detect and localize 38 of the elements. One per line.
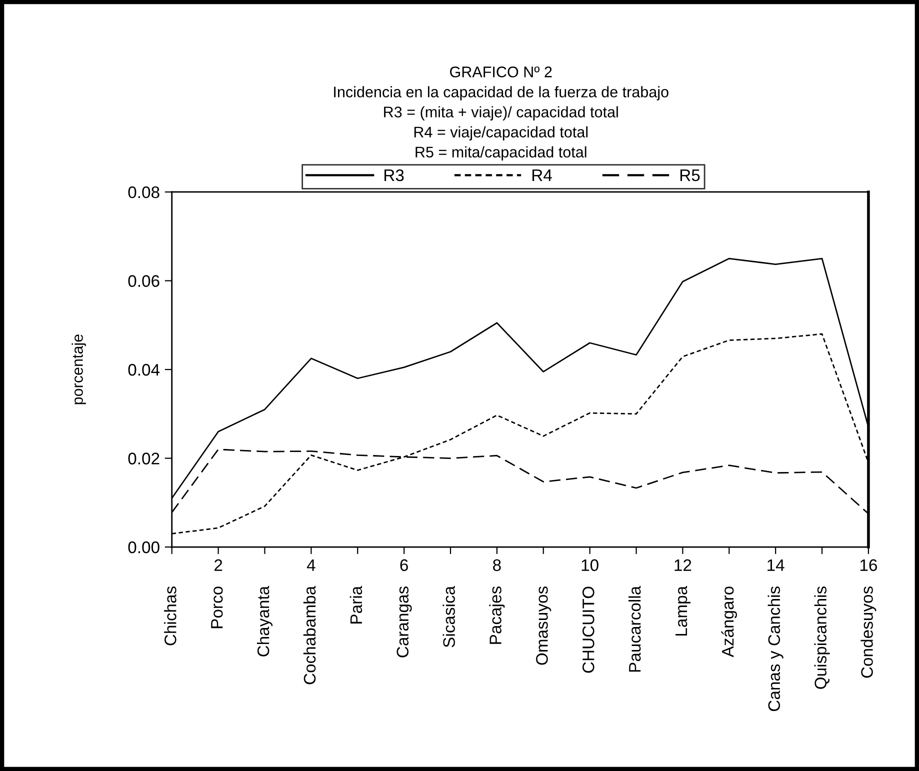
text: Quispicanchis [814, 586, 830, 689]
x-tick-label: 16 [860, 559, 877, 572]
legend-label: R5 [680, 170, 700, 182]
text: Condesuyos [860, 586, 876, 678]
y-axis-title: porcentaje [72, 334, 86, 404]
x-tick-label: 8 [493, 559, 501, 572]
x-tick-label: 14 [768, 559, 784, 571]
text: Paria [350, 586, 362, 624]
x-tick-label: 2 [214, 559, 222, 571]
chart-subtitle: Incidencia en la capacidad de la fuerza de trabajo [334, 86, 668, 100]
text: Porco [211, 586, 223, 628]
y-tick-label: 0.08 [128, 186, 160, 198]
text: Canas y Canchis [768, 586, 784, 712]
x-tick-label: 6 [400, 559, 408, 572]
text: Chayanta [256, 586, 272, 656]
x-tick-label: 12 [674, 559, 692, 571]
x-tick-label: 4 [306, 559, 316, 571]
y-tick-label: 0.02 [128, 452, 160, 464]
y-tick-label: 0.00 [128, 541, 160, 554]
text: Azángaro [721, 586, 737, 658]
legend-label: R4 [532, 170, 552, 182]
y-tick-label: 0.06 [128, 275, 160, 287]
text: Pacajes [489, 586, 505, 644]
text: Paucarcolla [628, 586, 641, 672]
y-tick-label: 0.04 [128, 364, 160, 376]
chart-title: GRAFICO Nº 2 [450, 66, 552, 78]
text: R5 = mita/capacidad total [416, 146, 586, 161]
text: R4 = viaje/capacidad total [414, 126, 588, 141]
text: Omasuyos [536, 586, 552, 665]
text: Chichas [164, 586, 176, 646]
text: R3 = (mita + viaje)/ capacidad total [384, 106, 618, 120]
legend-label: R3 [384, 169, 404, 182]
text: Cochabamba [303, 586, 316, 684]
text: CHUCUITO [582, 586, 594, 673]
text: Sicasica [442, 586, 455, 648]
text: Carangas [396, 586, 412, 658]
text: Lampa [676, 586, 690, 636]
x-tick-label: 10 [582, 559, 598, 572]
